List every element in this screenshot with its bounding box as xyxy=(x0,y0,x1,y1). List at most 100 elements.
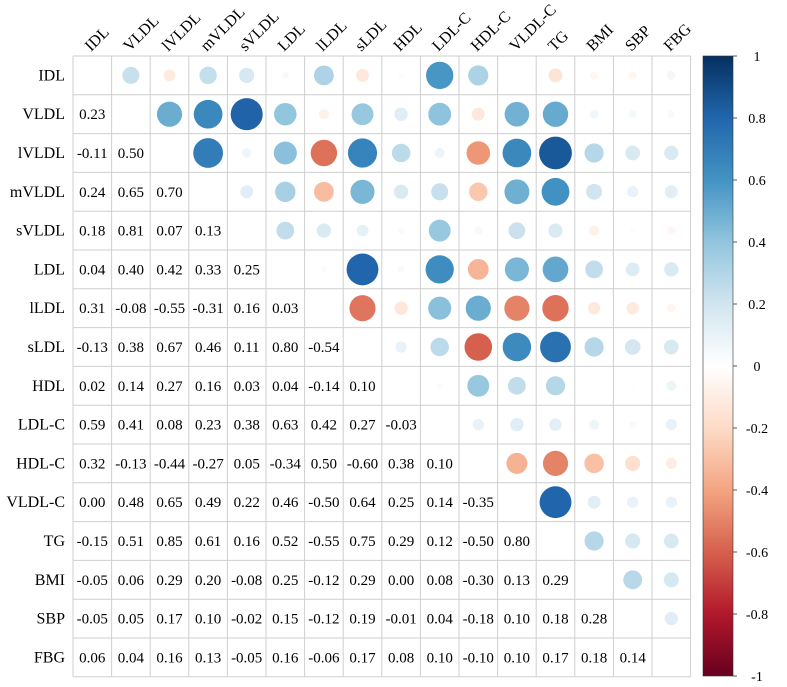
column-label-sLDL: sLDL xyxy=(352,16,390,54)
corr-value-SBP-HDL-C: -0.18 xyxy=(463,612,494,628)
corr-value-LDL-C-lLDL: 0.42 xyxy=(311,418,337,434)
corr-value-SBP-lLDL: -0.12 xyxy=(308,612,339,628)
corr-circle-lLDL-LDL-C xyxy=(428,296,452,320)
row-label-sLDL: sLDL xyxy=(28,339,65,356)
corr-value-lLDL-mVLDL: -0.31 xyxy=(192,301,223,317)
corr-value-FBG-mVLDL: 0.13 xyxy=(195,650,221,666)
corr-circle-sVLDL-FBG xyxy=(667,226,676,235)
corr-circle-LDL-FBG xyxy=(664,262,679,277)
corr-value-LDL-C-sLDL: 0.27 xyxy=(349,418,376,434)
corr-value-FBG-TG: 0.17 xyxy=(542,650,569,666)
corr-value-HDL-lVLDL: 0.27 xyxy=(156,379,183,395)
corr-value-SBP-VLDL-C: 0.10 xyxy=(504,612,530,628)
corr-circle-mVLDL-sLDL xyxy=(350,179,375,204)
corr-circle-IDL-VLDL xyxy=(122,66,140,84)
corr-value-BMI-mVLDL: 0.20 xyxy=(195,573,221,589)
corr-circle-sVLDL-LDL-C xyxy=(428,219,451,242)
corr-circle-IDL-TG xyxy=(548,68,563,83)
colorbar-tick-label: 1 xyxy=(754,50,761,65)
corr-value-VLDL-C-HDL: 0.25 xyxy=(388,495,414,511)
corr-value-HDL-C-LDL-C: 0.10 xyxy=(427,456,453,472)
corr-value-HDL-C-mVLDL: -0.27 xyxy=(192,456,224,472)
corr-circle-IDL-mVLDL xyxy=(199,66,217,85)
corr-circle-TG-FBG xyxy=(663,533,679,549)
corr-circle-lLDL-HDL xyxy=(394,301,408,315)
column-label-BMI: BMI xyxy=(584,21,617,54)
corr-circle-LDL-C-TG xyxy=(549,418,562,431)
corr-value-TG-VLDL-C: 0.80 xyxy=(504,534,530,550)
corr-value-VLDL-C-mVLDL: 0.49 xyxy=(195,495,221,511)
corr-circle-lLDL-TG xyxy=(542,295,569,322)
corr-value-BMI-lVLDL: 0.29 xyxy=(156,573,182,589)
corr-value-BMI-lLDL: -0.12 xyxy=(308,573,339,589)
corr-value-VLDL-C-LDL-C: 0.14 xyxy=(427,495,454,511)
corr-circle-LDL-C-FBG xyxy=(665,418,677,431)
corr-value-FBG-SBP: 0.14 xyxy=(620,650,647,666)
corr-value-lLDL-sVLDL: 0.16 xyxy=(234,301,261,317)
corr-value-VLDL-C-LDL: 0.46 xyxy=(272,495,299,511)
corr-circle-lVLDL-HDL xyxy=(391,143,411,163)
corr-circle-VLDL-lLDL xyxy=(318,109,329,120)
corr-circle-mVLDL-lLDL xyxy=(313,181,334,202)
corr-circle-HDL-C-TG xyxy=(542,450,569,476)
corr-circle-mVLDL-BMI xyxy=(586,183,603,200)
corr-value-sVLDL-VLDL: 0.81 xyxy=(118,224,144,240)
corr-circle-HDL-FBG xyxy=(666,380,677,391)
corr-value-TG-mVLDL: 0.61 xyxy=(195,534,221,550)
corr-value-mVLDL-lVLDL: 0.70 xyxy=(156,185,182,201)
corr-value-VLDL-C-HDL-C: -0.35 xyxy=(463,495,494,511)
colorbar-tick-label: 0.8 xyxy=(748,112,766,127)
corr-value-TG-HDL: 0.29 xyxy=(388,534,414,550)
corr-value-HDL-lLDL: -0.14 xyxy=(308,379,340,395)
corr-circle-VLDL-HDL-C xyxy=(471,107,485,121)
corr-circle-VLDL-sVLDL xyxy=(230,98,263,131)
corr-circle-sLDL-SBP xyxy=(624,339,641,355)
corr-value-sLDL-lLDL: -0.54 xyxy=(308,340,340,356)
corr-value-SBP-sVLDL: -0.02 xyxy=(231,612,262,628)
corr-value-SBP-LDL-C: 0.04 xyxy=(427,612,454,628)
row-label-HDL: HDL xyxy=(32,378,65,395)
column-label-LDL-C: LDL-C xyxy=(429,9,474,54)
corr-value-sVLDL-lVLDL: 0.07 xyxy=(156,224,183,240)
corr-circle-LDL-HDL xyxy=(397,265,405,273)
corr-circle-mVLDL-LDL xyxy=(275,181,296,203)
corr-circle-sVLDL-sLDL xyxy=(356,224,369,237)
corr-value-TG-IDL: -0.15 xyxy=(77,534,108,550)
row-label-BMI: BMI xyxy=(35,572,65,589)
corr-circle-HDL-C-VLDL-C xyxy=(506,452,528,474)
row-labels: IDL VLDL lVLDL mVLDL sVLDL LDL lLDL sLDL HDL LDL-… xyxy=(6,67,65,666)
corr-circle-IDL-lVLDL xyxy=(163,69,176,82)
corr-value-SBP-BMI: 0.28 xyxy=(581,612,607,628)
corr-circle-lLDL-HDL-C xyxy=(465,295,491,321)
corr-circle-sVLDL-HDL-C xyxy=(474,226,483,235)
corr-circle-HDL-C-BMI xyxy=(584,453,604,474)
corr-value-LDL-C-lVLDL: 0.08 xyxy=(156,418,182,434)
corr-value-lLDL-VLDL: -0.08 xyxy=(115,301,146,317)
row-label-FBG: FBG xyxy=(34,649,66,666)
corr-circle-HDL-HDL-C xyxy=(467,374,490,397)
row-label-IDL: IDL xyxy=(38,67,65,84)
corr-value-BMI-sVLDL: -0.08 xyxy=(231,573,262,589)
corr-value-BMI-sLDL: 0.29 xyxy=(349,573,375,589)
corr-value-VLDL-C-IDL: 0.00 xyxy=(79,495,105,511)
corr-value-LDL-lVLDL: 0.42 xyxy=(156,262,182,278)
colorbar-tick-label: 0 xyxy=(754,360,761,375)
corr-circle-lLDL-BMI xyxy=(587,302,601,315)
corr-circle-sVLDL-HDL xyxy=(398,227,405,234)
corr-value-SBP-LDL: 0.15 xyxy=(272,612,298,628)
corr-circle-TG-SBP xyxy=(625,533,641,549)
column-label-SBP: SBP xyxy=(622,23,654,55)
corr-circle-sVLDL-lLDL xyxy=(316,223,332,238)
corr-value-FBG-HDL: 0.08 xyxy=(388,650,414,666)
column-label-HDL: HDL xyxy=(391,20,426,55)
corr-value-FBG-BMI: 0.18 xyxy=(581,650,607,666)
row-label-VLDL: VLDL xyxy=(22,106,65,123)
corr-circle-sVLDL-SBP xyxy=(630,228,636,234)
corr-value-SBP-IDL: -0.05 xyxy=(77,612,108,628)
corr-value-BMI-HDL: 0.00 xyxy=(388,573,414,589)
corr-circle-VLDL-C-TG xyxy=(539,486,572,519)
corr-circle-lVLDL-TG xyxy=(539,136,572,170)
corr-value-HDL-C-lLDL: 0.50 xyxy=(311,456,337,472)
corr-value-mVLDL-VLDL: 0.65 xyxy=(118,185,144,201)
corr-circle-lVLDL-LDL xyxy=(273,141,297,165)
